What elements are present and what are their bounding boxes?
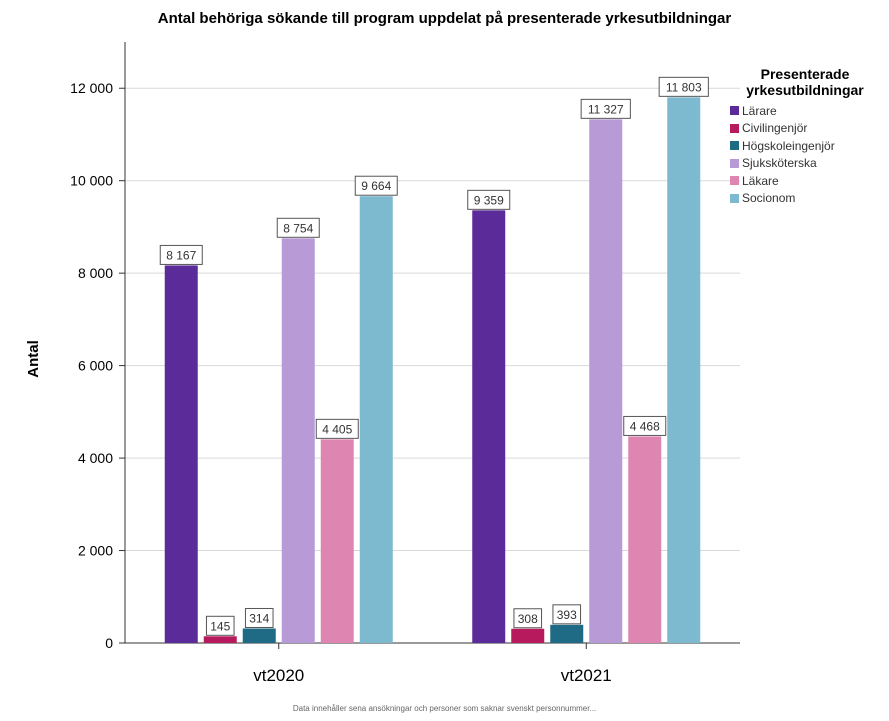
data-label: 4 405 [322, 422, 352, 436]
legend-label: Sjuksköterska [742, 156, 817, 171]
y-tick-label: 8 000 [78, 265, 113, 281]
bar [281, 238, 315, 644]
bar [628, 436, 662, 643]
footnote: Data innehåller sena ansökningar och per… [292, 704, 597, 713]
bar [511, 628, 545, 643]
legend-swatch [730, 176, 739, 186]
data-label-box [315, 418, 359, 439]
bar [164, 265, 198, 643]
bar [550, 624, 584, 643]
legend-item: Läkare [730, 172, 889, 190]
y-tick-label: 2 000 [78, 543, 113, 559]
data-label: 4 468 [630, 419, 660, 433]
bar [667, 97, 701, 643]
data-label-box [159, 244, 203, 265]
data-label: 145 [210, 619, 230, 633]
data-labels: 8 167 145 314 8 754 4 405 9 664 9 359 308 393 11 … [159, 76, 709, 636]
legend-title: Presenterade yrkesutbildningar [746, 66, 864, 98]
legend-label: Högskoleingenjör [742, 138, 835, 153]
legend-item: Civilingenjör [730, 120, 889, 138]
legend-item: Lärare [730, 102, 889, 120]
legend: Presenterade yrkesutbildningar Lärare Civ… [730, 66, 889, 207]
legend-label: Socionom [742, 191, 796, 206]
data-label-box [552, 604, 582, 625]
x-tick-label: vt2020 [253, 666, 304, 685]
data-label-box [354, 175, 398, 196]
data-label-box [623, 415, 667, 436]
x-tick-label: vt2021 [561, 666, 612, 685]
data-label-box [658, 76, 709, 97]
data-label-box [580, 98, 631, 119]
data-label: 8 754 [283, 221, 313, 235]
data-label: 9 359 [474, 193, 504, 207]
y-tick-label: 12 000 [70, 80, 113, 96]
data-label: 11 327 [588, 102, 624, 116]
data-label-box [467, 189, 511, 210]
bar [589, 119, 623, 644]
legend-items: Lärare Civilingenjör Högskoleingenjör Sjuks… [730, 102, 889, 207]
data-label: 9 664 [361, 179, 391, 193]
data-label-box [513, 608, 543, 629]
legend-label: Läkare [742, 173, 779, 188]
y-tick-label: 4 000 [78, 450, 113, 466]
bar [359, 196, 393, 644]
data-label-box [276, 217, 320, 238]
legend-item: Sjuksköterska [730, 155, 889, 173]
bar [320, 439, 354, 643]
bar [203, 636, 237, 643]
y-tick-label: 0 [105, 635, 113, 651]
legend-item: Socionom [730, 190, 889, 208]
chart-title: Antal behöriga sökande till program uppd… [157, 10, 732, 27]
legend-swatch [730, 193, 739, 203]
data-label: 308 [518, 612, 538, 626]
legend-swatch [730, 158, 739, 168]
bars [164, 97, 701, 644]
legend-swatch [730, 141, 739, 151]
data-label: 8 167 [166, 248, 196, 262]
legend-label: Civilingenjör [742, 121, 808, 136]
legend-swatch [730, 106, 739, 116]
y-tick-label: 6 000 [78, 358, 113, 374]
bar [472, 210, 506, 643]
legend-item: Högskoleingenjör [730, 137, 889, 155]
data-label-box [244, 607, 274, 628]
legend-swatch [730, 123, 739, 133]
data-label: 393 [557, 608, 577, 622]
data-label: 314 [249, 611, 269, 625]
data-label: 11 803 [666, 80, 702, 94]
data-label-box [205, 615, 235, 636]
y-tick-label: 10 000 [70, 173, 113, 189]
bar [242, 628, 276, 643]
y-axis-label: Antal [25, 340, 42, 378]
legend-label: Lärare [742, 103, 777, 118]
